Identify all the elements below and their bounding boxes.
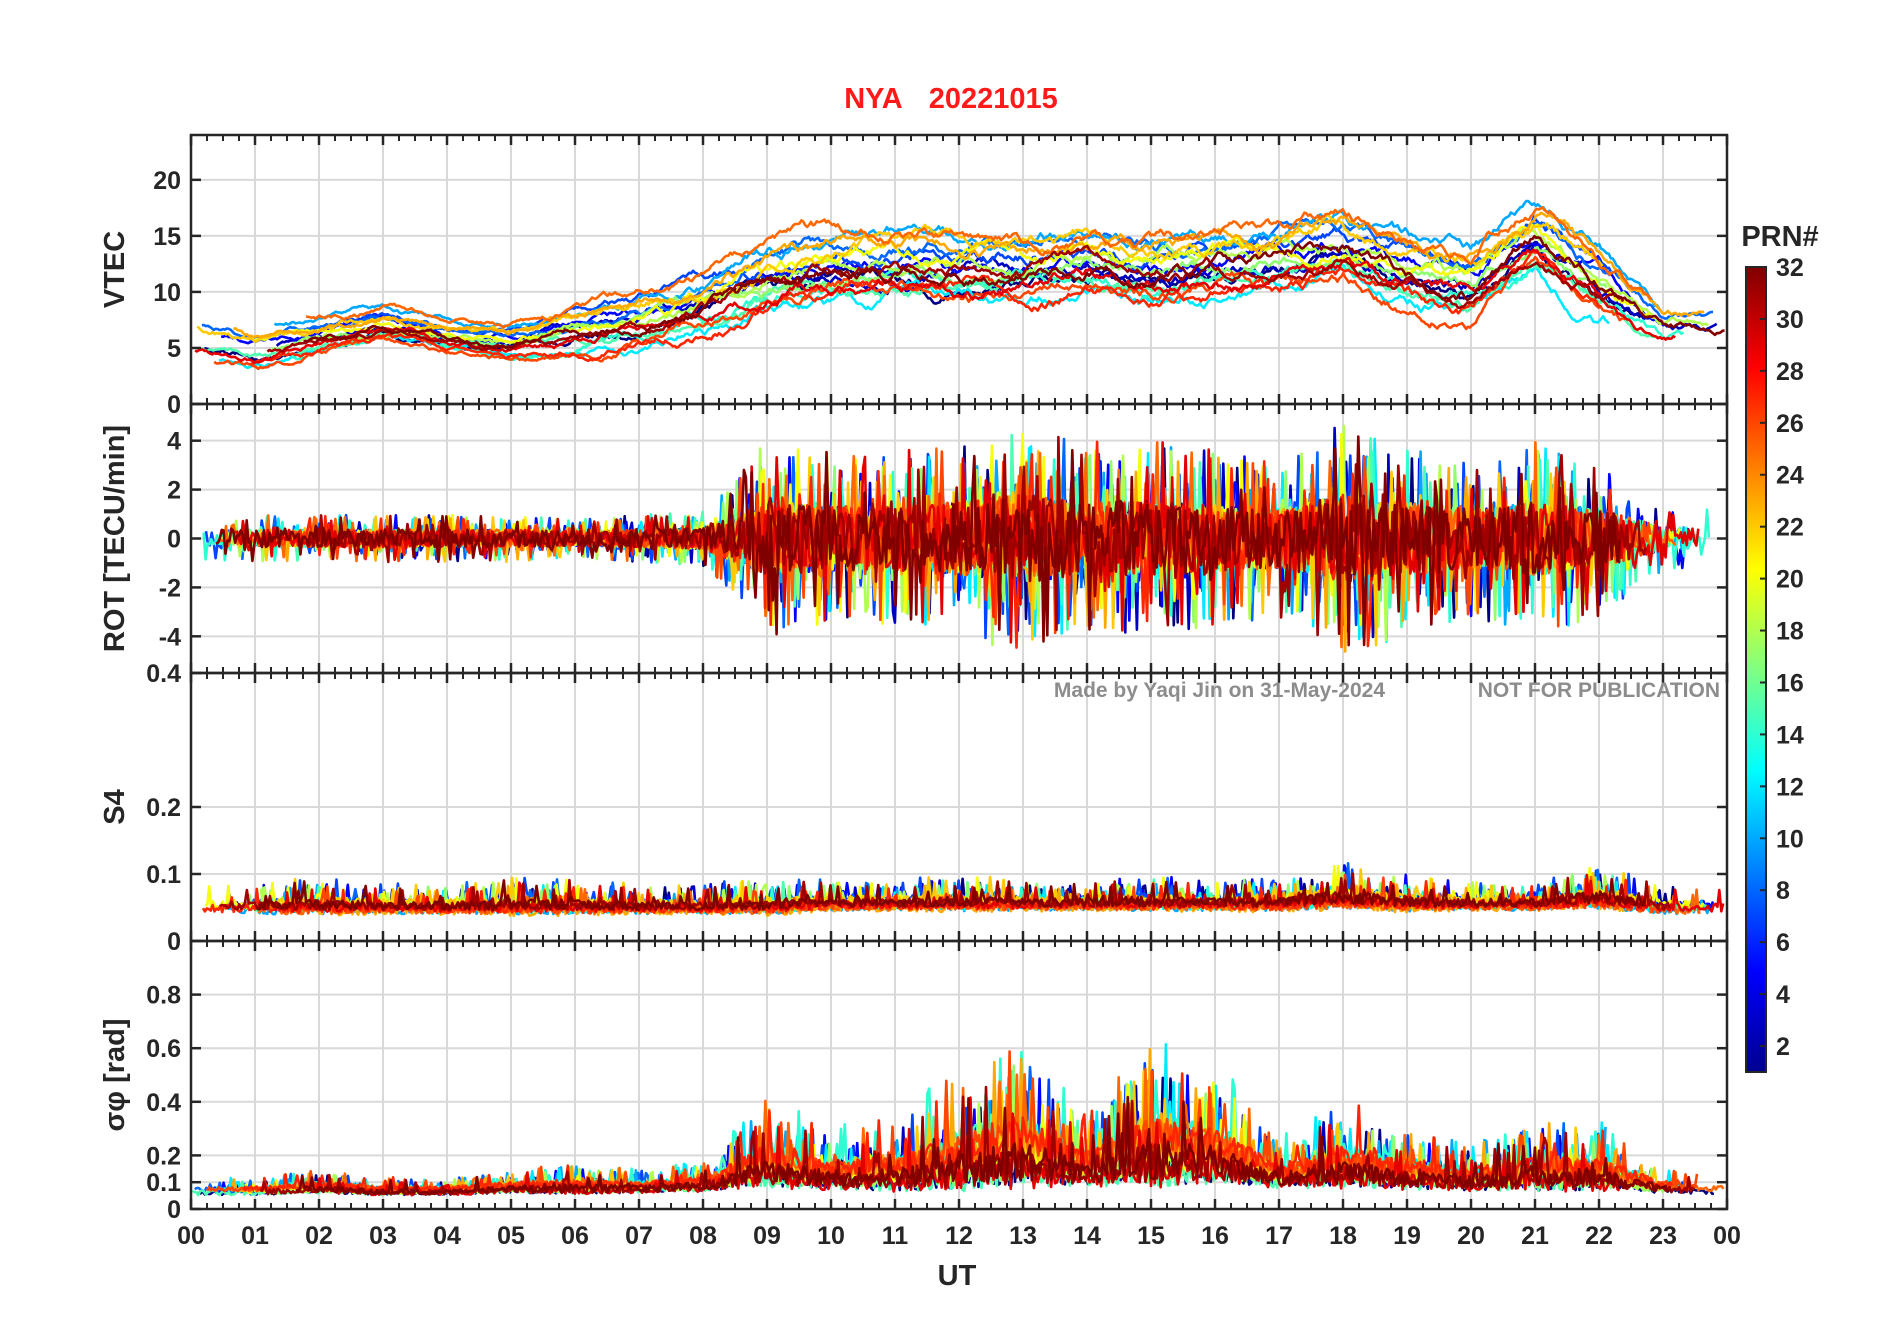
x-tick-label: 18 — [1329, 1222, 1357, 1250]
x-tick-label: 13 — [1009, 1222, 1037, 1250]
colorbar-tick-label: 12 — [1776, 773, 1804, 801]
x-tick-label: 12 — [945, 1222, 973, 1250]
x-tick-label: 21 — [1521, 1222, 1549, 1250]
y-tick-label: 0.2 — [146, 1142, 181, 1170]
series-prn-31 — [266, 244, 1625, 353]
colorbar-tick-label: 2 — [1776, 1033, 1790, 1061]
x-tick-label: 08 — [689, 1222, 717, 1250]
x-tick-label: 04 — [433, 1222, 461, 1250]
y-tick-label: 0 — [167, 526, 181, 554]
colorbar-tick-label: 6 — [1776, 929, 1790, 957]
y-tick-label: 4 — [167, 428, 181, 456]
x-tick-label: 06 — [561, 1222, 589, 1250]
colorbar-tick-label: 4 — [1776, 981, 1790, 1009]
y-tick-label: 0.4 — [146, 1089, 181, 1117]
series-prn-32 — [215, 435, 1621, 647]
series-prn-25 — [305, 206, 1653, 329]
y-tick-label: 0.8 — [146, 982, 181, 1010]
y-tick-label: 0.1 — [146, 861, 181, 889]
y-axis-label-sigma_phi: σφ [rad] — [99, 1018, 131, 1131]
colorbar-tick-label: 20 — [1776, 566, 1804, 594]
y-tick-label: 0 — [167, 391, 181, 419]
x-tick-label: 03 — [369, 1222, 397, 1250]
x-tick-label: 15 — [1137, 1222, 1165, 1250]
series-prn-32 — [303, 235, 1725, 350]
x-tick-label: 01 — [241, 1222, 269, 1250]
series-prn-29 — [194, 248, 1676, 364]
y-tick-label: 15 — [153, 223, 181, 251]
colorbar-gradient — [1745, 266, 1767, 1073]
x-tick-label: 07 — [625, 1222, 653, 1250]
x-tick-label: 11 — [882, 1222, 909, 1250]
panel-sigma_phi: 00.10.2 0.4 0.6 0.8 σφ [rad] — [99, 939, 1729, 1224]
colorbar-tick-label: 18 — [1776, 618, 1804, 646]
series-group — [191, 1043, 1725, 1197]
x-tick-label: 09 — [753, 1222, 781, 1250]
y-tick-label: 0 — [167, 1196, 181, 1224]
colorbar-tick-label: 22 — [1776, 514, 1804, 542]
series-prn-32 — [295, 1095, 1669, 1196]
series-prn-32 — [255, 877, 1646, 912]
y-tick-label: 5 — [167, 335, 181, 363]
x-tick-label: 10 — [817, 1222, 845, 1250]
y-tick-label: 0.6 — [146, 1035, 181, 1063]
watermark-notice: NOT FOR PUBLICATION — [1478, 679, 1720, 702]
y-tick-label: 0.4 — [146, 660, 181, 688]
colorbar-tick-label: 26 — [1776, 410, 1804, 438]
series-prn-26 — [213, 255, 1627, 371]
x-tick-label: 00 — [177, 1222, 205, 1250]
x-tick-label: 05 — [497, 1222, 525, 1250]
colorbar-tick-label: 10 — [1776, 825, 1804, 853]
colorbar-tick-label: 30 — [1776, 306, 1804, 334]
colorbar-tick-label: 16 — [1776, 669, 1804, 697]
watermark-author: Made by Yaqi Jin on 31-May-2024 — [1054, 679, 1385, 702]
x-tick-label: 19 — [1393, 1222, 1421, 1250]
chart-title: NYA 20221015 — [844, 83, 1058, 115]
colorbar-tick-label: 14 — [1776, 721, 1804, 749]
y-tick-label: 0.1 — [146, 1169, 181, 1197]
series-group — [202, 424, 1711, 653]
y-axis-label-rot: ROT [TECU/min] — [99, 425, 131, 652]
title-date: 20221015 — [929, 83, 1058, 115]
x-tick-label: 22 — [1585, 1222, 1613, 1250]
x-tick-label: 16 — [1201, 1222, 1229, 1250]
colorbar-tick-label: 24 — [1776, 462, 1804, 490]
x-tick-label: 17 — [1265, 1222, 1293, 1250]
colorbar-label: PRN# — [1741, 221, 1818, 253]
y-tick-label: 20 — [153, 167, 181, 195]
y-tick-label: -4 — [159, 623, 181, 651]
y-tick-label: 10 — [153, 279, 181, 307]
x-axis-label: UT — [938, 1260, 977, 1292]
x-tick-label: 20 — [1457, 1222, 1485, 1250]
y-axis-label-vtec: VTEC — [99, 231, 131, 308]
y-axis-label-s4: S4 — [99, 789, 131, 824]
colorbar-tick-label: 32 — [1776, 254, 1804, 282]
panel-s4: 0 0.1 0.2 0.4 S4 — [99, 660, 1729, 956]
x-tick-label: 14 — [1073, 1222, 1101, 1250]
y-tick-label: 2 — [167, 477, 181, 505]
panel-rot: -4 -2 0 2 4 ROT [TECU/min] — [99, 402, 1729, 675]
colorbar-tick-label: 28 — [1776, 358, 1804, 386]
series-prn-20 — [252, 223, 1655, 344]
panel-vtec: 0 5 10 15 20 VTEC — [99, 133, 1729, 419]
y-tick-label: 0 — [167, 928, 181, 956]
colorbar-tick-label: 8 — [1776, 877, 1790, 905]
x-tick-label: 23 — [1649, 1222, 1677, 1250]
y-tick-label: -2 — [159, 574, 181, 602]
series-prn-27 — [242, 1072, 1673, 1193]
x-tick-label: 00 — [1713, 1222, 1741, 1250]
series-group — [194, 199, 1725, 371]
y-tick-label: 0.2 — [146, 794, 181, 822]
title-station: NYA — [844, 83, 903, 115]
series-group — [201, 861, 1725, 918]
x-tick-label: 02 — [305, 1222, 333, 1250]
